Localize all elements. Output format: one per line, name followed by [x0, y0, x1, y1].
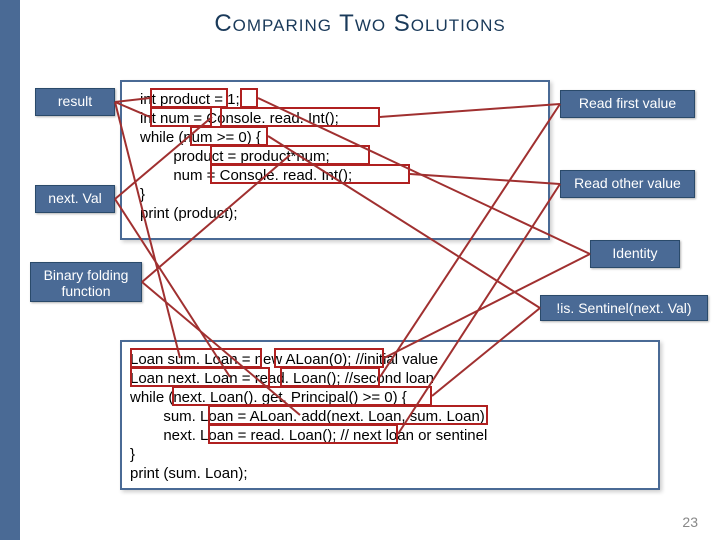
code-block-2: Loan sum. Loan = new ALoan(0); //initial…	[130, 350, 489, 483]
label-sentinel: !is. Sentinel(next. Val)	[540, 295, 708, 321]
label-binary-folding: Binary folding function	[30, 262, 142, 302]
page-title: Comparing Two Solutions	[0, 10, 720, 38]
code-block-1: int product = 1; int num = Console. read…	[140, 90, 352, 223]
page-number: 23	[682, 514, 698, 530]
label-read-first: Read first value	[560, 90, 695, 118]
accent-sidebar	[0, 0, 20, 540]
label-nextval: next. Val	[35, 185, 115, 213]
label-identity: Identity	[590, 240, 680, 268]
label-read-other: Read other value	[560, 170, 695, 198]
label-result: result	[35, 88, 115, 116]
